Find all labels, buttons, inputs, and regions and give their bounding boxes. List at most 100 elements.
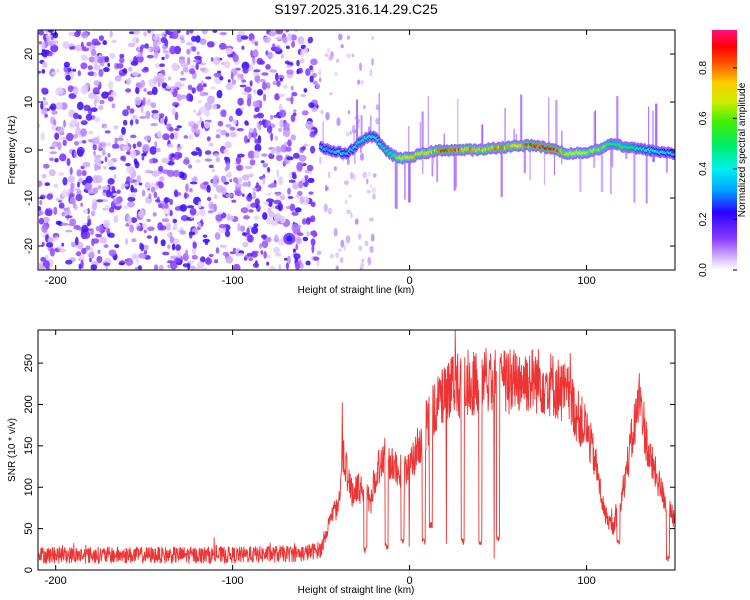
noise-blob bbox=[41, 48, 46, 52]
noise-blob bbox=[103, 262, 111, 267]
y-tick-label: 0 bbox=[23, 567, 35, 573]
noise-blob bbox=[329, 92, 333, 96]
snr-ticks: -200 -100 0 100 0 50 100 150 200 250 bbox=[23, 330, 675, 587]
noise-blob bbox=[244, 120, 249, 125]
noise-blob bbox=[167, 264, 172, 269]
noise-blob bbox=[45, 242, 54, 248]
noise-blob bbox=[283, 122, 290, 130]
noise-blob bbox=[142, 223, 147, 229]
noise-blob bbox=[292, 173, 297, 180]
y-tick-label: 200 bbox=[23, 395, 35, 413]
noise-blob bbox=[225, 193, 234, 198]
noise-blob bbox=[197, 261, 205, 268]
noise-blob bbox=[140, 105, 144, 114]
noise-blob bbox=[340, 44, 344, 49]
noise-blob bbox=[120, 183, 125, 190]
noise-blob bbox=[111, 185, 116, 192]
noise-blob bbox=[81, 84, 89, 92]
noise-blob bbox=[206, 41, 215, 48]
noise-blob bbox=[202, 238, 210, 243]
noise-blob bbox=[276, 80, 281, 87]
noise-blob bbox=[135, 86, 140, 95]
noise-blob bbox=[199, 106, 207, 114]
noise-blob bbox=[306, 231, 310, 237]
noise-blob bbox=[266, 261, 270, 266]
noise-blob bbox=[158, 165, 164, 172]
noise-blob bbox=[212, 30, 218, 33]
noise-blob bbox=[73, 150, 77, 159]
noise-blob bbox=[132, 114, 138, 121]
noise-blob bbox=[174, 104, 178, 108]
y-tick-label: -20 bbox=[23, 238, 35, 254]
noise-blob bbox=[273, 212, 282, 222]
noise-blob bbox=[261, 119, 265, 126]
noise-blob bbox=[79, 254, 85, 260]
noise-blob bbox=[128, 31, 135, 35]
noise-blob bbox=[201, 30, 208, 35]
noise-blob bbox=[278, 263, 282, 270]
noise-blob bbox=[80, 202, 84, 207]
noise-blob bbox=[185, 42, 194, 46]
noise-blob bbox=[297, 36, 305, 45]
noise-blob bbox=[42, 216, 50, 224]
noise-blob bbox=[53, 183, 59, 188]
noise-blob bbox=[270, 132, 274, 142]
noise-blob bbox=[54, 132, 60, 140]
noise-blob bbox=[275, 72, 279, 82]
noise-blob bbox=[361, 258, 365, 262]
noise-blob bbox=[335, 252, 340, 259]
noise-blob bbox=[225, 47, 233, 55]
noise-blob bbox=[85, 245, 91, 251]
noise-blob bbox=[237, 223, 241, 232]
noise-blob bbox=[143, 229, 147, 234]
noise-blob bbox=[183, 135, 188, 139]
noise-blob bbox=[138, 210, 145, 219]
noise-blob bbox=[338, 33, 343, 41]
noise-blob bbox=[98, 224, 104, 233]
noise-blob bbox=[176, 251, 182, 258]
noise-blob bbox=[329, 253, 335, 259]
noise-blob bbox=[272, 43, 276, 48]
noise-blob bbox=[54, 236, 59, 241]
noise-blob bbox=[164, 115, 168, 124]
snr-background bbox=[38, 330, 675, 570]
noise-blob bbox=[346, 35, 350, 40]
noise-blob bbox=[159, 176, 165, 182]
noise-blob bbox=[310, 201, 316, 207]
noise-blob bbox=[75, 127, 81, 136]
noise-blob bbox=[75, 236, 79, 246]
noise-blob bbox=[167, 143, 174, 148]
noise-blob bbox=[287, 196, 294, 199]
noise-blob bbox=[205, 76, 212, 80]
y-tick-label: 50 bbox=[23, 522, 35, 534]
noise-blob bbox=[107, 96, 114, 102]
snr-xlabel: Height of straight line (km) bbox=[298, 585, 415, 596]
noise-blob bbox=[126, 165, 135, 174]
noise-blob bbox=[191, 35, 197, 42]
noise-blob bbox=[323, 203, 328, 213]
noise-blob bbox=[41, 69, 46, 74]
noise-blob bbox=[74, 141, 79, 146]
noise-blob bbox=[114, 75, 122, 82]
noise-blob bbox=[91, 137, 100, 145]
noise-blob bbox=[259, 100, 263, 109]
noise-blob bbox=[49, 248, 56, 257]
noise-blob bbox=[225, 132, 230, 137]
noise-blob bbox=[39, 199, 43, 206]
noise-blob bbox=[130, 149, 137, 159]
noise-blob bbox=[144, 181, 151, 190]
noise-blob bbox=[109, 30, 113, 38]
noise-blob bbox=[98, 35, 104, 41]
noise-blob bbox=[125, 238, 128, 245]
noise-blob bbox=[370, 233, 375, 242]
chart-title: S197.2025.316.14.29.C25 bbox=[274, 1, 438, 17]
noise-blob bbox=[179, 230, 186, 235]
noise-blob bbox=[60, 136, 68, 141]
noise-blob bbox=[310, 145, 316, 154]
noise-blob bbox=[73, 112, 79, 120]
noise-blob bbox=[172, 226, 178, 231]
noise-blob bbox=[65, 229, 73, 233]
noise-blob bbox=[87, 65, 93, 71]
noise-blob bbox=[189, 68, 196, 75]
noise-blob bbox=[249, 80, 253, 87]
